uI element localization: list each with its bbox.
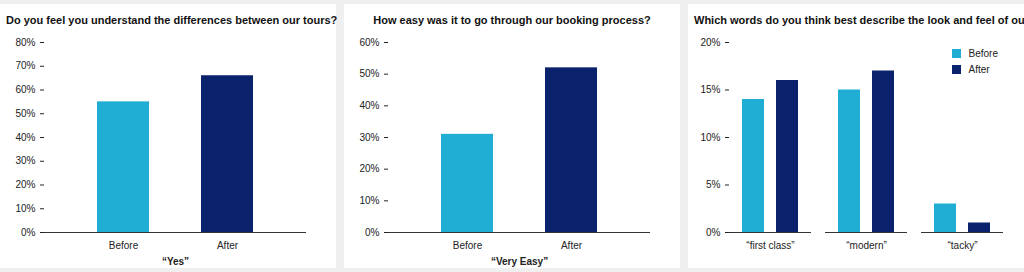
svg-text:0%: 0% [365, 227, 380, 238]
svg-text:40%: 40% [359, 100, 379, 111]
svg-text:10%: 10% [700, 132, 720, 143]
svg-text:After: After [561, 240, 583, 251]
html-text:Before: Before [968, 48, 998, 59]
svg-text:0%: 0% [706, 227, 721, 238]
svg-text:70%: 70% [15, 60, 35, 71]
svg-text:10%: 10% [15, 203, 35, 214]
svg-text:After: After [217, 240, 239, 251]
svg-text:60%: 60% [359, 37, 379, 48]
svg-text:“Yes”: “Yes” [162, 256, 189, 267]
svg-text:“Very Easy”: “Very Easy” [491, 256, 548, 267]
svg-text:“modern”: “modern” [846, 240, 887, 251]
svg-text:30%: 30% [359, 132, 379, 143]
svg-text:0%: 0% [21, 227, 36, 238]
svg-text:“first class”: “first class” [746, 240, 794, 251]
svg-text:40%: 40% [15, 132, 35, 143]
svg-text:“tacky”: “tacky” [948, 240, 978, 251]
svg-text:50%: 50% [359, 68, 379, 79]
svg-text:80%: 80% [15, 37, 35, 48]
svg-text:20%: 20% [700, 37, 720, 48]
html-text:Do you feel you understand the: Do you feel you understand the differenc… [6, 14, 338, 26]
svg-text:30%: 30% [15, 155, 35, 166]
svg-text:15%: 15% [700, 84, 720, 95]
svg-text:20%: 20% [15, 179, 35, 190]
svg-text:5%: 5% [706, 179, 721, 190]
svg-text:Before: Before [453, 240, 483, 251]
html-text:After: After [968, 64, 990, 75]
svg-text:50%: 50% [15, 108, 35, 119]
svg-text:60%: 60% [15, 84, 35, 95]
svg-text:Before: Before [109, 240, 139, 251]
svg-text:10%: 10% [359, 195, 379, 206]
html-text:How easy was it to go through: How easy was it to go through our bookin… [373, 14, 651, 26]
svg-text:20%: 20% [359, 163, 379, 174]
